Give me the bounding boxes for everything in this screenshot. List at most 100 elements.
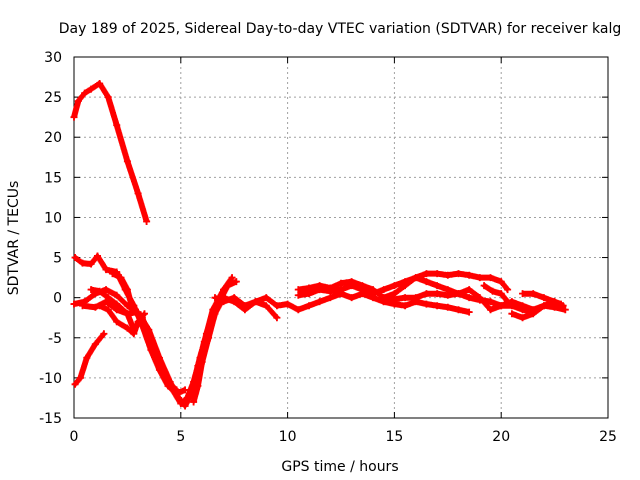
data-point xyxy=(294,306,302,314)
series-arc-j xyxy=(211,290,473,316)
data-point xyxy=(143,217,151,225)
data-series xyxy=(70,79,569,410)
data-point xyxy=(337,279,345,287)
data-point xyxy=(433,282,441,290)
data-point xyxy=(93,252,101,260)
data-point xyxy=(96,287,104,295)
data-point xyxy=(465,294,473,302)
plot-area-frame xyxy=(73,56,609,419)
data-point xyxy=(380,298,388,306)
series-arc-i xyxy=(190,294,281,406)
data-point xyxy=(104,306,112,314)
series-markers xyxy=(72,330,107,388)
y-tick-label: 20 xyxy=(44,130,62,146)
data-point xyxy=(190,398,198,406)
data-point xyxy=(76,374,84,382)
data-point xyxy=(87,286,95,294)
data-point xyxy=(487,298,495,306)
data-point xyxy=(102,298,110,306)
data-point xyxy=(487,274,495,282)
data-point xyxy=(348,282,356,290)
data-point xyxy=(412,294,420,302)
data-point xyxy=(551,298,559,306)
series-arc-b xyxy=(71,330,108,388)
data-point xyxy=(262,302,270,310)
data-point xyxy=(147,338,155,346)
data-point xyxy=(508,310,516,318)
data-point xyxy=(489,287,497,295)
data-point xyxy=(91,303,99,311)
series-markers xyxy=(190,294,280,405)
data-point xyxy=(476,274,484,282)
y-tick-label: 30 xyxy=(44,50,62,66)
data-point xyxy=(476,294,484,302)
data-point xyxy=(444,271,452,279)
data-point xyxy=(224,282,232,290)
data-point xyxy=(211,310,219,318)
data-point xyxy=(262,294,270,302)
data-point xyxy=(444,291,452,299)
data-point xyxy=(128,302,136,310)
series-arc-a xyxy=(70,79,151,225)
data-point xyxy=(205,334,213,342)
data-point xyxy=(284,300,292,308)
data-point xyxy=(134,318,142,326)
data-point xyxy=(390,282,398,290)
data-point xyxy=(194,382,202,390)
data-point xyxy=(71,380,79,388)
x-tick-label: 20 xyxy=(492,429,510,445)
data-point xyxy=(83,354,91,362)
x-tick-label: 15 xyxy=(385,429,403,445)
data-point xyxy=(540,302,548,310)
data-point xyxy=(123,286,131,294)
data-point xyxy=(401,294,409,302)
data-point xyxy=(454,270,462,278)
y-tick-label: 15 xyxy=(44,170,62,186)
data-point xyxy=(228,274,236,282)
data-point xyxy=(102,266,110,274)
series-arc-o xyxy=(519,290,567,310)
data-point xyxy=(380,286,388,294)
y-tick-label: 10 xyxy=(44,210,62,226)
data-point xyxy=(71,254,79,262)
data-point xyxy=(454,306,462,314)
data-point xyxy=(348,294,356,302)
data-point xyxy=(273,302,281,310)
data-point xyxy=(358,286,366,294)
data-point xyxy=(211,294,219,302)
data-point xyxy=(113,318,121,326)
data-point xyxy=(198,358,206,366)
y-tick-label: -5 xyxy=(48,331,62,347)
x-tick-label: 0 xyxy=(70,429,79,445)
data-point xyxy=(164,378,172,386)
data-point xyxy=(96,79,104,87)
series-arc-g xyxy=(96,302,148,338)
x-axis-label: GPS time / hours xyxy=(281,459,398,475)
data-point xyxy=(401,278,409,286)
data-point xyxy=(104,294,112,302)
data-point xyxy=(113,121,121,129)
grid-lines xyxy=(74,57,608,418)
data-point xyxy=(465,286,473,294)
data-point xyxy=(113,291,121,299)
data-point xyxy=(175,394,183,402)
data-point xyxy=(561,306,569,314)
y-tick-label: 5 xyxy=(53,251,62,267)
data-point xyxy=(529,310,537,318)
data-point xyxy=(497,278,505,286)
data-point xyxy=(252,298,260,306)
x-tick-label: 5 xyxy=(176,429,185,445)
data-point xyxy=(412,274,420,282)
data-point xyxy=(104,93,112,101)
data-point xyxy=(96,302,104,310)
x-tick-label: 10 xyxy=(279,429,297,445)
data-point xyxy=(79,259,87,267)
data-point xyxy=(108,270,116,278)
data-point xyxy=(465,308,473,316)
data-point xyxy=(87,85,95,93)
data-point xyxy=(433,270,441,278)
data-point xyxy=(504,298,512,306)
data-point xyxy=(134,308,142,316)
data-point xyxy=(232,278,240,286)
data-point xyxy=(433,302,441,310)
